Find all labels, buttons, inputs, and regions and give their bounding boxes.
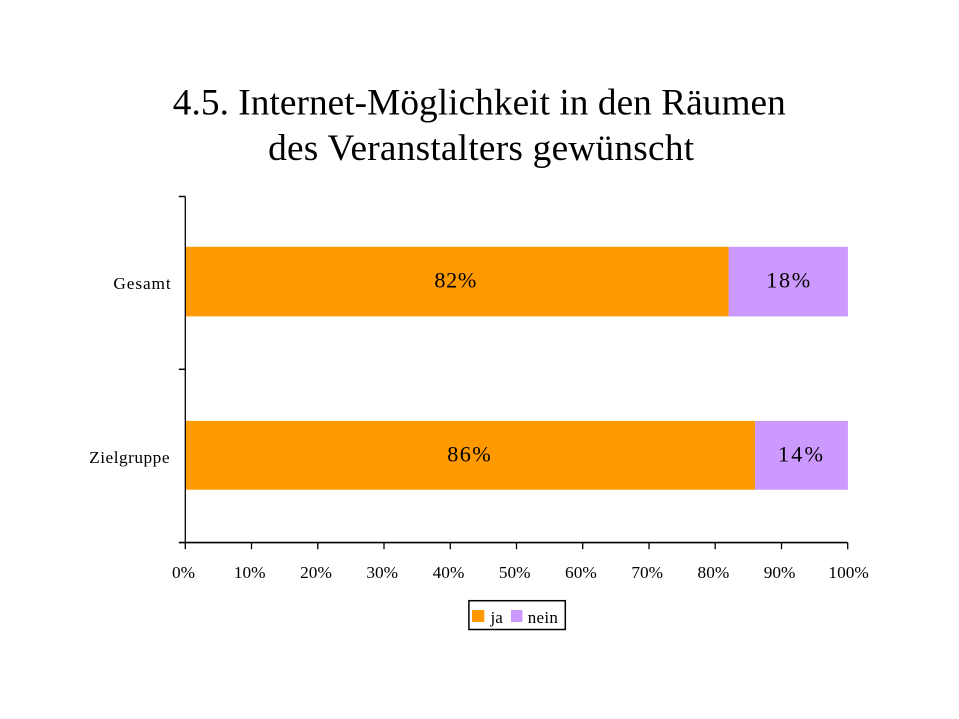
svg-text:ja: ja [490, 608, 504, 627]
svg-text:nein: nein [528, 608, 559, 627]
svg-text:10%: 10% [234, 563, 266, 582]
svg-text:Gesamt: Gesamt [113, 274, 171, 293]
svg-text:86%: 86% [447, 442, 491, 467]
svg-text:82%: 82% [434, 268, 476, 293]
svg-text:14%: 14% [778, 442, 823, 467]
svg-text:18%: 18% [766, 268, 810, 293]
svg-text:Zielgruppe: Zielgruppe [89, 448, 170, 467]
svg-text:70%: 70% [631, 563, 663, 582]
svg-text:4.5. Internet-Möglichkeit in d: 4.5. Internet-Möglichkeit in den Räumen [173, 83, 786, 124]
svg-text:des Veranstalters gewünscht: des Veranstalters gewünscht [268, 128, 695, 169]
svg-text:60%: 60% [565, 563, 597, 582]
svg-text:0%: 0% [172, 563, 195, 582]
svg-text:20%: 20% [300, 563, 332, 582]
svg-text:50%: 50% [499, 563, 531, 582]
svg-text:100%: 100% [828, 563, 868, 582]
svg-text:40%: 40% [433, 563, 465, 582]
svg-text:30%: 30% [366, 563, 398, 582]
svg-text:80%: 80% [698, 563, 730, 582]
svg-text:90%: 90% [764, 563, 796, 582]
